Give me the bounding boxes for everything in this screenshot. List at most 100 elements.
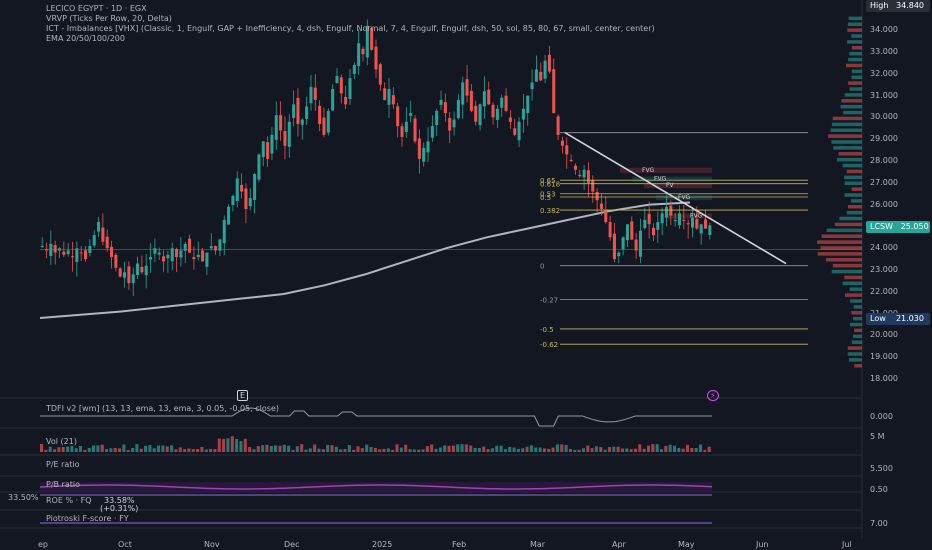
candle-body <box>127 266 130 283</box>
ict-legend[interactable]: ICT - Imbalances [VHX] (Classic, 1, Engu… <box>46 24 655 34</box>
candle-body <box>153 248 156 253</box>
candle-body <box>140 267 143 272</box>
candle-body <box>101 228 104 242</box>
candle-body <box>440 100 443 105</box>
volume-bar <box>57 447 60 452</box>
volume-bar <box>443 445 446 452</box>
volume-bar <box>456 444 459 452</box>
candle-body <box>583 170 586 178</box>
volume-bar <box>278 446 281 452</box>
volume-bar <box>192 449 195 452</box>
volume-profile-bar <box>852 340 862 344</box>
volume-label[interactable]: Vol (21) <box>46 437 77 446</box>
candle-body <box>175 249 178 257</box>
volume-bar <box>409 449 412 452</box>
pe-label[interactable]: P/E ratio <box>46 460 80 469</box>
volume-bar <box>699 445 702 452</box>
candle-body <box>531 83 534 90</box>
candle-body <box>700 224 703 233</box>
volume-bar <box>261 445 264 452</box>
volume-profile-bar <box>820 246 862 250</box>
time-tick-label: Nov <box>204 540 220 549</box>
volume-bar <box>582 448 585 452</box>
candle-body <box>97 222 100 232</box>
volume-bar <box>630 449 633 452</box>
volume-profile-bar <box>849 52 862 56</box>
price-tick-label: 26.000 <box>870 200 898 209</box>
volume-profile-bar <box>848 205 862 209</box>
volume-bar <box>66 447 69 452</box>
candle-body <box>192 257 195 259</box>
candle-body <box>596 192 599 200</box>
dividend-marker[interactable]: ⚡ <box>707 390 719 401</box>
volume-bar <box>62 447 65 452</box>
volume-bar <box>517 449 520 452</box>
candle-body <box>223 220 226 243</box>
volume-profile-bar <box>844 276 862 280</box>
volume-profile-bar <box>852 187 862 191</box>
candle-body <box>67 250 70 254</box>
candle-body <box>570 160 573 161</box>
candle-body <box>626 224 629 240</box>
volume-profile-bar <box>854 305 862 309</box>
candle-body <box>348 78 351 99</box>
ema-legend[interactable]: EMA 20/50/100/200 <box>46 34 655 44</box>
tdfi-label[interactable]: TDFI v2 [wm] (13, 13, ema, 13, ema, 3, 0… <box>46 404 279 413</box>
candle-body <box>236 178 239 201</box>
volume-bar <box>218 438 221 452</box>
volume-profile-bar <box>831 140 862 144</box>
roe-label[interactable]: ROE % · FQ <box>46 496 92 505</box>
volume-bar <box>226 438 229 452</box>
volume-bar <box>105 449 108 452</box>
candle-body <box>400 126 403 137</box>
earnings-marker[interactable]: E <box>237 390 248 401</box>
volume-bar <box>300 444 303 452</box>
candle-body <box>54 245 57 253</box>
time-tick-label: Feb <box>452 540 466 549</box>
candle-body <box>136 264 139 276</box>
volume-profile-bar <box>841 99 862 103</box>
volume-profile-bar <box>848 352 862 356</box>
candle-body <box>587 170 590 183</box>
volume-bar <box>703 450 706 452</box>
pb-label[interactable]: P/B ratio <box>46 480 80 489</box>
volume-bar <box>114 448 117 452</box>
volume-bar <box>174 449 177 452</box>
volume-bar <box>274 445 277 452</box>
volume-bar <box>617 447 620 452</box>
candle-body <box>470 91 473 111</box>
candle-body <box>318 106 321 124</box>
fvg-label: FV <box>666 182 674 189</box>
pb-axis-value: 0.50 <box>870 485 888 494</box>
volume-bar <box>88 448 91 452</box>
volume-bar <box>417 450 420 452</box>
candle-body <box>41 246 44 247</box>
volume-bar <box>478 448 481 452</box>
piotroski-label[interactable]: Piotroski F-score · FY <box>46 514 129 523</box>
volume-profile-bar <box>847 40 862 44</box>
volume-bar <box>79 446 82 452</box>
candle-body <box>561 141 564 146</box>
volume-profile-bar <box>853 317 862 321</box>
volume-bar <box>695 448 698 452</box>
volume-bar <box>430 444 433 452</box>
fvg-zone <box>620 168 712 173</box>
volume-bar <box>309 448 312 452</box>
price-tick-label: 28.000 <box>870 156 898 165</box>
volume-profile-bar <box>845 193 862 197</box>
high-tag: High 34.840 <box>866 0 930 12</box>
candle-body <box>231 196 234 205</box>
price-tick-label: 30.000 <box>870 112 898 121</box>
volume-bar <box>140 449 143 452</box>
candle-body <box>214 246 217 250</box>
volume-profile-bar <box>846 64 862 68</box>
volume-bar <box>196 449 199 452</box>
volume-bar <box>287 446 290 452</box>
candle-body <box>331 89 334 110</box>
volume-bar <box>200 447 203 452</box>
vrvp-legend[interactable]: VRVP (Ticks Per Row, 20, Delta) <box>46 14 655 24</box>
candle-body <box>435 111 438 125</box>
volume-profile-bar <box>849 17 862 21</box>
pb-ratio-area <box>40 482 712 491</box>
